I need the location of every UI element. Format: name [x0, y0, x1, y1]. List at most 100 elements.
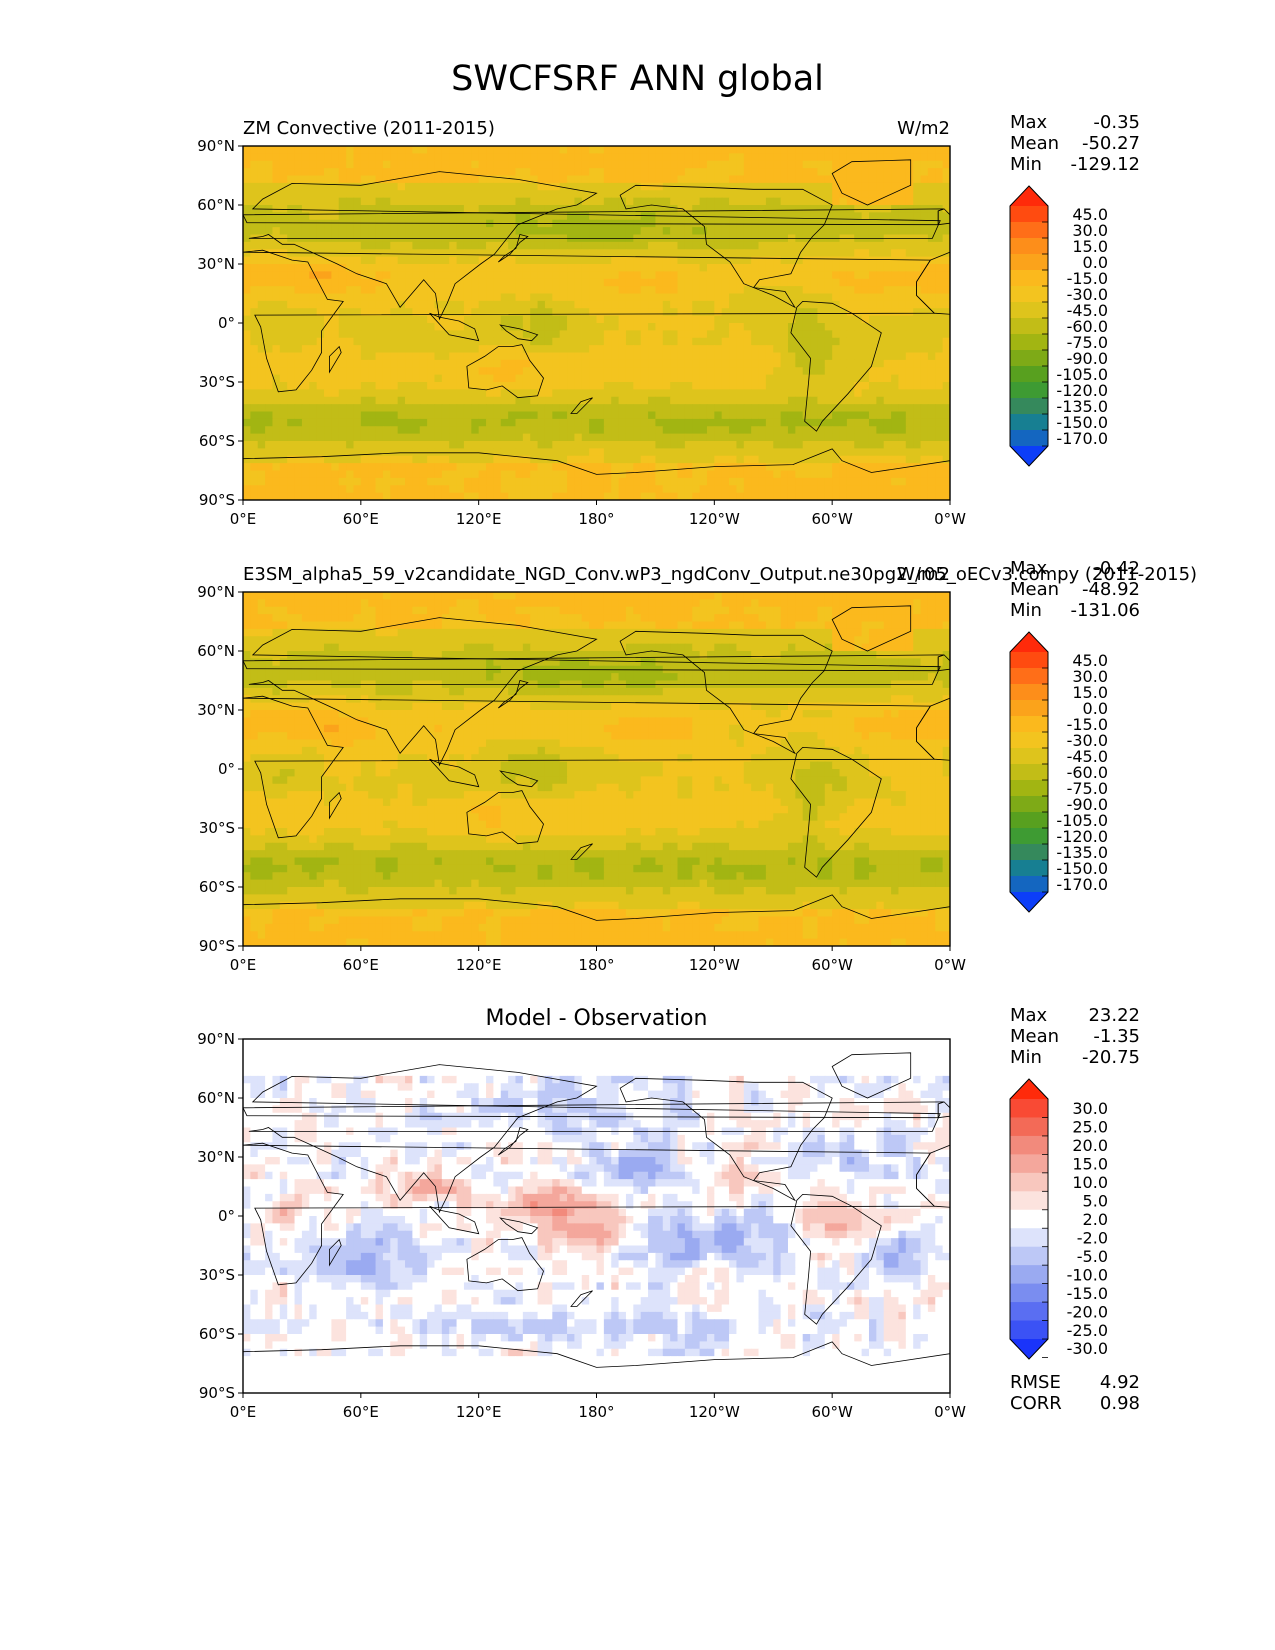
field-cell [405, 426, 413, 435]
field-cell [294, 330, 303, 339]
field-cell [493, 477, 502, 486]
field-cell [920, 323, 929, 331]
field-cell [405, 455, 413, 464]
field-cell [287, 359, 296, 368]
field-cell [706, 470, 715, 479]
field-cell [773, 175, 782, 184]
field-cell [611, 374, 620, 383]
field-cell [625, 426, 634, 435]
field-cell [721, 352, 730, 361]
field-cell [773, 278, 782, 287]
field-cell [427, 426, 436, 435]
field-cell [279, 396, 288, 405]
field-cell [640, 492, 649, 500]
field-cell [567, 286, 575, 295]
field-cell [375, 323, 384, 331]
field-cell [434, 492, 443, 500]
field-cell [508, 190, 517, 199]
field-cell [714, 256, 723, 265]
field-cell [427, 219, 436, 228]
field-cell [427, 190, 436, 199]
field-cell [353, 614, 362, 623]
field-cell [500, 330, 509, 339]
field-cell [449, 227, 458, 236]
field-cell [301, 352, 310, 361]
field-cell [780, 249, 789, 258]
field-cell [449, 485, 458, 494]
field-cell [338, 448, 347, 457]
field-cell [382, 389, 391, 398]
field-cell [765, 278, 774, 287]
field-cell [544, 323, 553, 331]
field-cell [530, 359, 539, 368]
field-cell [257, 168, 266, 177]
field-cell [515, 599, 524, 608]
field-cell [692, 477, 701, 486]
field-cell [360, 330, 369, 339]
field-cell [640, 345, 649, 354]
field-cell [427, 241, 436, 250]
field-cell [397, 441, 406, 449]
field-cell [913, 219, 922, 228]
field-cell [927, 470, 936, 479]
field-cell [611, 345, 620, 354]
field-cell [368, 389, 377, 398]
field-cell [743, 146, 752, 154]
field-cell [898, 389, 907, 398]
field-cell [648, 168, 657, 177]
field-cell [434, 271, 443, 280]
field-cell [552, 492, 561, 500]
field-cell [883, 492, 892, 500]
field-cell [537, 470, 546, 479]
field-cell [603, 323, 612, 331]
field-cell [640, 249, 649, 258]
field-cell [854, 330, 863, 339]
field-cell [471, 485, 480, 494]
field-cell [456, 160, 465, 169]
field-cell [515, 367, 524, 376]
field-cell [559, 448, 568, 457]
field-cell [419, 160, 428, 169]
field-cell [721, 182, 730, 191]
field-cell [905, 606, 914, 615]
field-cell [574, 367, 583, 376]
field-cell [920, 389, 929, 398]
field-cell [817, 463, 826, 472]
field-cell [382, 219, 391, 228]
field-cell [942, 485, 950, 494]
field-cell [611, 359, 620, 368]
field-cell [773, 345, 782, 354]
field-cell [868, 426, 877, 435]
field-cell [795, 153, 804, 162]
field-cell [876, 359, 885, 368]
field-cell [309, 411, 318, 420]
field-cell [736, 470, 745, 479]
field-cell [596, 606, 605, 615]
field-cell [721, 345, 730, 354]
field-cell [743, 352, 752, 361]
field-cell [456, 592, 465, 600]
field-cell [486, 592, 494, 600]
field-cell [405, 219, 413, 228]
field-cell [346, 190, 355, 199]
field-cell [596, 315, 605, 324]
field-cell [353, 441, 362, 449]
field-cell [662, 426, 671, 435]
field-cell [942, 448, 950, 457]
field-cell [508, 418, 517, 427]
field-cell [699, 293, 708, 302]
field-cell [287, 278, 296, 287]
field-cell [625, 359, 634, 368]
field-cell [787, 418, 796, 427]
field-cell [544, 599, 553, 608]
field-cell [574, 606, 583, 615]
field-cell [795, 160, 804, 169]
field-cell [456, 315, 465, 324]
field-cell [449, 592, 458, 600]
field-cell [633, 359, 642, 368]
field-cell [463, 271, 472, 280]
field-cell [574, 374, 583, 383]
field-cell [795, 197, 804, 206]
field-cell [927, 249, 936, 258]
field-cell [780, 367, 789, 376]
